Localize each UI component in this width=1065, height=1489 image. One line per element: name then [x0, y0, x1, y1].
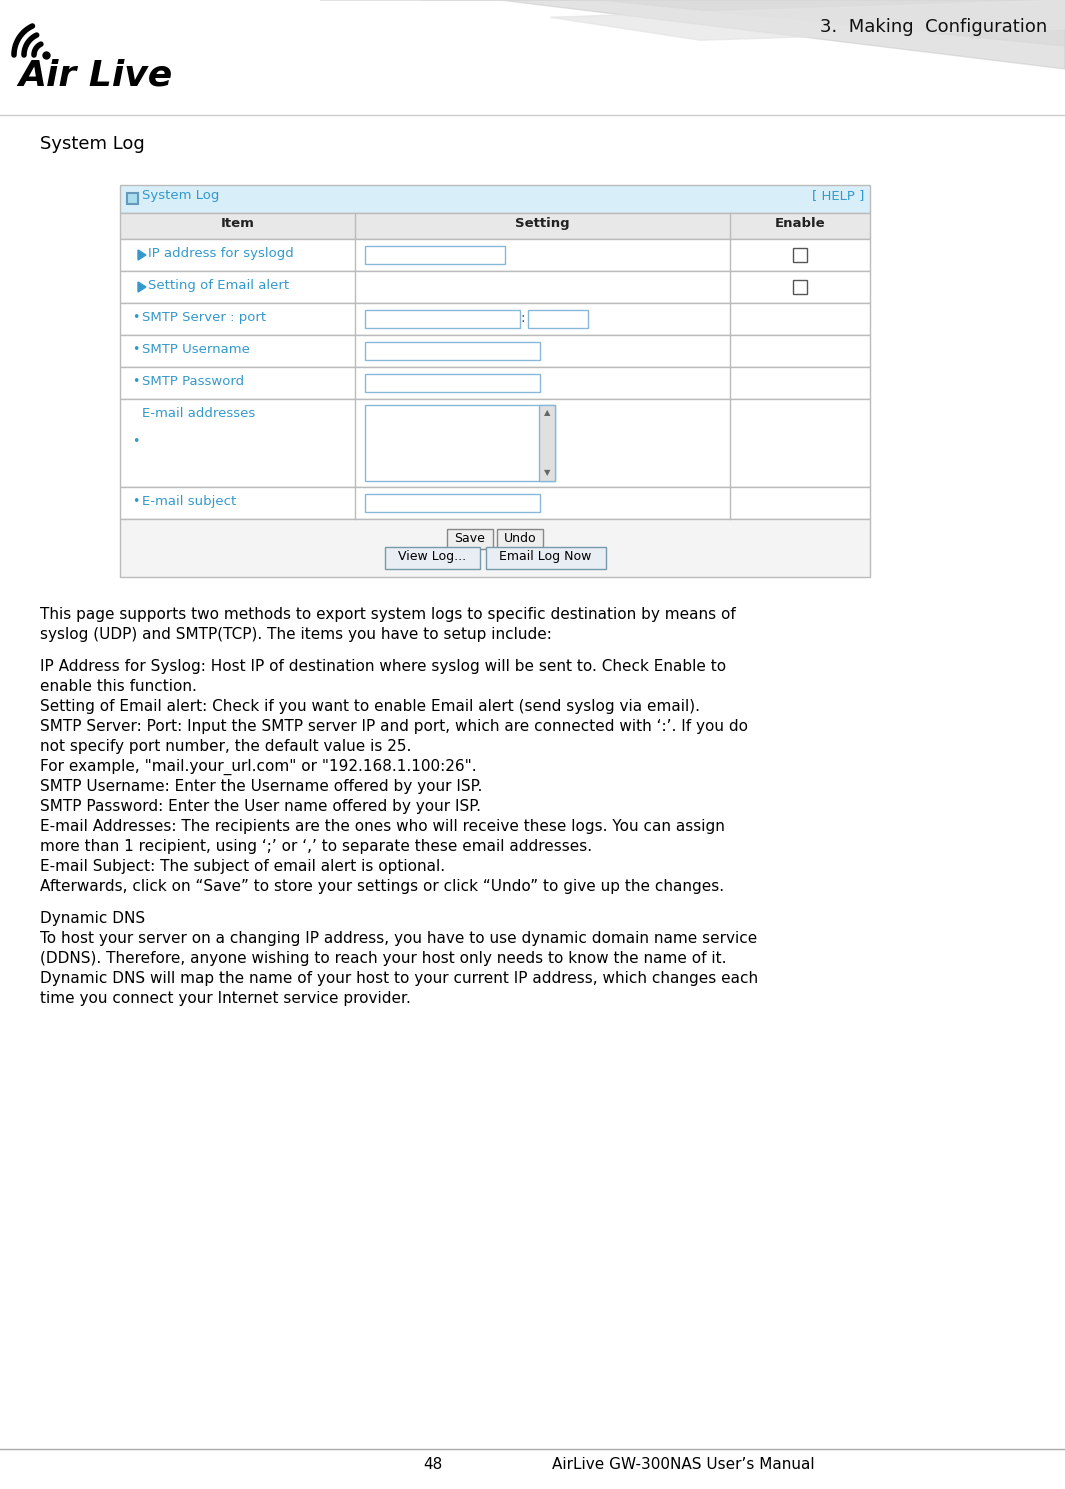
Text: AirLive GW-300NAS User’s Manual: AirLive GW-300NAS User’s Manual [553, 1458, 815, 1473]
Text: IP Address for Syslog: Host IP of destination where syslog will be sent to. Chec: IP Address for Syslog: Host IP of destin… [40, 660, 726, 675]
Text: time you connect your Internet service provider.: time you connect your Internet service p… [40, 992, 411, 1007]
Bar [539, 405, 555, 481]
Text: E-mail subject: E-mail subject [142, 494, 236, 508]
Text: •: • [132, 435, 140, 448]
Bar [365, 405, 555, 481]
Text: E-mail addresses: E-mail addresses [142, 406, 256, 420]
Polygon shape [550, 0, 1065, 40]
Bar [120, 366, 870, 399]
Text: •: • [132, 496, 140, 509]
Text: •: • [132, 344, 140, 356]
Polygon shape [138, 250, 146, 261]
Text: To host your server on a changing IP address, you have to use dynamic domain nam: To host your server on a changing IP add… [40, 931, 757, 946]
Text: Setting: Setting [515, 217, 570, 229]
Text: Save: Save [455, 532, 486, 545]
Text: SMTP Password: Enter the User name offered by your ISP.: SMTP Password: Enter the User name offer… [40, 800, 481, 814]
Text: Dynamic DNS: Dynamic DNS [40, 911, 145, 926]
Bar [120, 335, 870, 366]
Text: E-mail Subject: The subject of email alert is optional.: E-mail Subject: The subject of email ale… [40, 859, 445, 874]
Bar [120, 399, 870, 487]
Text: SMTP Server : port: SMTP Server : port [142, 311, 266, 325]
Text: •: • [132, 375, 140, 389]
Polygon shape [138, 281, 146, 292]
Text: syslog (UDP) and SMTP(TCP). The items you have to setup include:: syslog (UDP) and SMTP(TCP). The items yo… [40, 627, 552, 642]
Bar [384, 546, 479, 569]
Text: Undo: Undo [504, 532, 537, 545]
Bar [120, 487, 870, 520]
Text: System Log: System Log [142, 189, 219, 203]
Text: SMTP Username: Enter the Username offered by your ISP.: SMTP Username: Enter the Username offere… [40, 779, 482, 794]
Bar [528, 310, 588, 328]
Text: Email Log Now: Email Log Now [499, 549, 592, 563]
Text: Air Live: Air Live [18, 58, 173, 92]
Text: enable this function.: enable this function. [40, 679, 197, 694]
Bar [120, 302, 870, 335]
Text: 48: 48 [423, 1458, 442, 1473]
Text: SMTP Server: Port: Input the SMTP server IP and port, which are connected with ‘: SMTP Server: Port: Input the SMTP server… [40, 719, 748, 734]
Bar [365, 310, 520, 328]
Text: not specify port number, the default value is 25.: not specify port number, the default val… [40, 739, 411, 753]
Text: more than 1 recipient, using ‘;’ or ‘,’ to separate these email addresses.: more than 1 recipient, using ‘;’ or ‘,’ … [40, 838, 592, 855]
Text: Item: Item [220, 217, 255, 229]
Bar [793, 249, 807, 262]
Bar [127, 194, 138, 204]
Text: Setting of Email alert: Setting of Email alert [148, 278, 289, 292]
Text: Enable: Enable [774, 217, 825, 229]
Text: 3.  Making  Configuration: 3. Making Configuration [820, 18, 1047, 36]
Bar [365, 494, 540, 512]
Text: Dynamic DNS will map the name of your host to your current IP address, which cha: Dynamic DNS will map the name of your ho… [40, 971, 758, 986]
Text: View Log...: View Log... [398, 549, 466, 563]
Text: SMTP Username: SMTP Username [142, 342, 250, 356]
Bar [365, 246, 505, 264]
Text: Afterwards, click on “Save” to store your settings or click “Undo” to give up th: Afterwards, click on “Save” to store you… [40, 879, 724, 893]
Text: ▲: ▲ [544, 408, 551, 417]
Bar [793, 280, 807, 293]
Bar [365, 374, 540, 392]
Bar [120, 271, 870, 302]
Text: SMTP Password: SMTP Password [142, 375, 244, 389]
Text: Setting of Email alert: Check if you want to enable Email alert (send syslog via: Setting of Email alert: Check if you wan… [40, 698, 700, 715]
Text: E-mail Addresses: The recipients are the ones who will receive these logs. You c: E-mail Addresses: The recipients are the… [40, 819, 725, 834]
Bar [486, 546, 606, 569]
Text: (DDNS). Therefore, anyone wishing to reach your host only needs to know the name: (DDNS). Therefore, anyone wishing to rea… [40, 951, 726, 966]
Text: For example, "mail.your_url.com" or "192.168.1.100:26".: For example, "mail.your_url.com" or "192… [40, 759, 477, 776]
Text: IP address for syslogd: IP address for syslogd [148, 247, 294, 261]
Text: System Log: System Log [40, 135, 145, 153]
Polygon shape [320, 0, 1065, 68]
Polygon shape [420, 0, 1065, 46]
Bar [120, 185, 870, 213]
Bar [497, 529, 543, 549]
Bar [447, 529, 493, 549]
Text: :: : [520, 311, 525, 325]
Text: [ HELP ]: [ HELP ] [812, 189, 864, 203]
Bar [120, 213, 870, 240]
Bar [365, 342, 540, 360]
Text: This page supports two methods to export system logs to specific destination by : This page supports two methods to export… [40, 608, 736, 622]
Bar [120, 240, 870, 271]
Text: •: • [132, 311, 140, 325]
Bar [120, 520, 870, 578]
Text: ▼: ▼ [544, 469, 551, 478]
